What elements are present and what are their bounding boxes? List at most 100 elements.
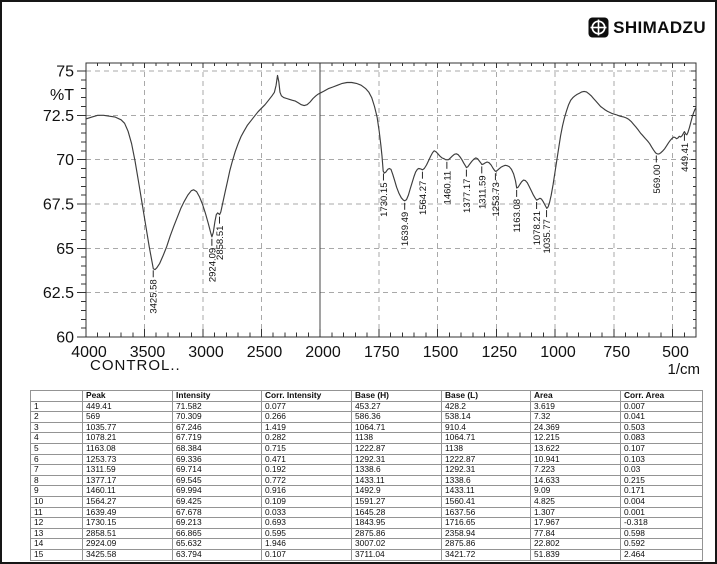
row-number: 1: [30, 400, 83, 413]
table-cell: -0.318: [620, 517, 703, 529]
table-cell: 7.223: [530, 464, 621, 476]
table-cell: 9.09: [530, 485, 621, 497]
table-cell: 453.27: [351, 400, 442, 413]
svg-text:70: 70: [56, 152, 74, 169]
table-row: 6 1253.73 69.336 0.471 1292.31 1222.87 10.941 0…: [30, 453, 703, 466]
table-cell: 0.107: [261, 548, 352, 561]
peak-table: Peak Intensity Corr. Intensity Base (H) Base…: [30, 390, 703, 561]
row-number: 10: [30, 495, 83, 508]
svg-text:1750: 1750: [364, 344, 400, 361]
table-cell: 1292.31: [441, 464, 531, 476]
table-cell: 0.266: [261, 411, 352, 423]
table-cell: 22.802: [530, 538, 621, 550]
table-cell: 0.282: [261, 432, 352, 444]
grid-lines: [86, 63, 696, 337]
table-cell: 7.32: [530, 411, 621, 423]
table-cell: 67.719: [172, 432, 262, 444]
svg-text:72.5: 72.5: [43, 108, 74, 125]
table-row: 12 1730.15 69.213 0.693 1843.95 1716.65 17.967…: [30, 517, 703, 529]
table-cell: 0.001: [620, 506, 703, 519]
table-cell: 68.384: [172, 442, 262, 455]
column-header: Peak: [82, 390, 173, 402]
row-number: 15: [30, 548, 83, 561]
table-cell: 1460.11: [82, 485, 173, 497]
column-header: Corr. Intensity: [261, 390, 352, 402]
table-cell: 2924.09: [82, 538, 173, 550]
table-cell: 1433.11: [441, 485, 531, 497]
table-cell: 1716.65: [441, 517, 531, 529]
table-cell: 1.307: [530, 506, 621, 519]
table-cell: 569: [82, 411, 173, 423]
svg-text:62.5: 62.5: [43, 285, 74, 302]
table-cell: 10.941: [530, 453, 621, 466]
table-cell: 0.598: [620, 527, 703, 540]
table-cell: 1338.6: [351, 464, 442, 476]
table-cell: 428.2: [441, 400, 531, 413]
table-row: 10 1564.27 69.425 0.109 1591.27 1560.41 4.825 0…: [30, 495, 703, 508]
table-cell: 538.14: [441, 411, 531, 423]
table-cell: 1035.77: [82, 421, 173, 434]
table-cell: 0.215: [620, 474, 703, 487]
peak-label: 569.00: [652, 165, 663, 194]
table-cell: 1338.6: [441, 474, 531, 487]
table-cell: 0.033: [261, 506, 352, 519]
table-cell: 2858.51: [82, 527, 173, 540]
table-row: 11 1639.49 67.678 0.033 1645.28 1637.56 1.307 0…: [30, 506, 703, 519]
table-cell: 1222.87: [441, 453, 531, 466]
spectrum-curve: [85, 74, 697, 271]
table-cell: 1730.15: [82, 517, 173, 529]
table-cell: 0.103: [620, 453, 703, 466]
table-row: 13 2858.51 66.865 0.595 2875.86 2358.94 77.84 0…: [30, 527, 703, 540]
peak-label: 1460.11: [442, 171, 453, 205]
table-cell: 2875.86: [441, 538, 531, 550]
table-cell: 1639.49: [82, 506, 173, 519]
table-cell: 1163.08: [82, 442, 173, 455]
table-cell: 0.107: [620, 442, 703, 455]
peak-label: 1730.15: [379, 183, 390, 217]
y-axis-unit: %T: [50, 87, 74, 104]
table-cell: 449.41: [82, 400, 173, 413]
table-cell: 1377.17: [82, 474, 173, 487]
table-cell: 1564.27: [82, 495, 173, 508]
table-row: 8 1377.17 69.545 0.772 1433.11 1338.6 14.633 0.…: [30, 474, 703, 487]
table-cell: 12.215: [530, 432, 621, 444]
table-cell: 0.693: [261, 517, 352, 529]
table-cell: 0.503: [620, 421, 703, 434]
row-number: 5: [30, 442, 83, 455]
row-number: 3: [30, 421, 83, 434]
row-number: 2: [30, 411, 83, 423]
table-cell: 1064.71: [441, 432, 531, 444]
table-cell: 2.464: [620, 548, 703, 561]
table-cell: 910.4: [441, 421, 531, 434]
peak-label: 1035.77: [542, 219, 553, 253]
column-header: Area: [530, 390, 621, 402]
row-number: 6: [30, 453, 83, 466]
peak-label: 1163.08: [512, 199, 523, 233]
row-number: 12: [30, 517, 83, 529]
table-cell: 70.309: [172, 411, 262, 423]
table-cell: 1843.95: [351, 517, 442, 529]
svg-text:65: 65: [56, 241, 74, 258]
row-number: 9: [30, 485, 83, 497]
table-cell: 66.865: [172, 527, 262, 540]
shimadzu-mark-icon: [588, 17, 609, 38]
table-cell: 67.678: [172, 506, 262, 519]
svg-text:4000: 4000: [71, 344, 107, 361]
peak-label: 3425.58: [149, 279, 160, 313]
table-cell: 1560.41: [441, 495, 531, 508]
peak-label: 1564.27: [418, 181, 429, 215]
shimadzu-logo-text: SHIMADZU: [613, 17, 706, 37]
table-cell: 1064.71: [351, 421, 442, 434]
table-cell: 63.794: [172, 548, 262, 561]
peak-label: 1311.59: [477, 175, 488, 209]
table-cell: 69.213: [172, 517, 262, 529]
table-cell: 1637.56: [441, 506, 531, 519]
x-axis-unit: 1/cm: [667, 361, 700, 378]
table-cell: 1253.73: [82, 453, 173, 466]
svg-text:60: 60: [56, 330, 74, 347]
table-cell: 3425.58: [82, 548, 173, 561]
table-cell: 0.595: [261, 527, 352, 540]
